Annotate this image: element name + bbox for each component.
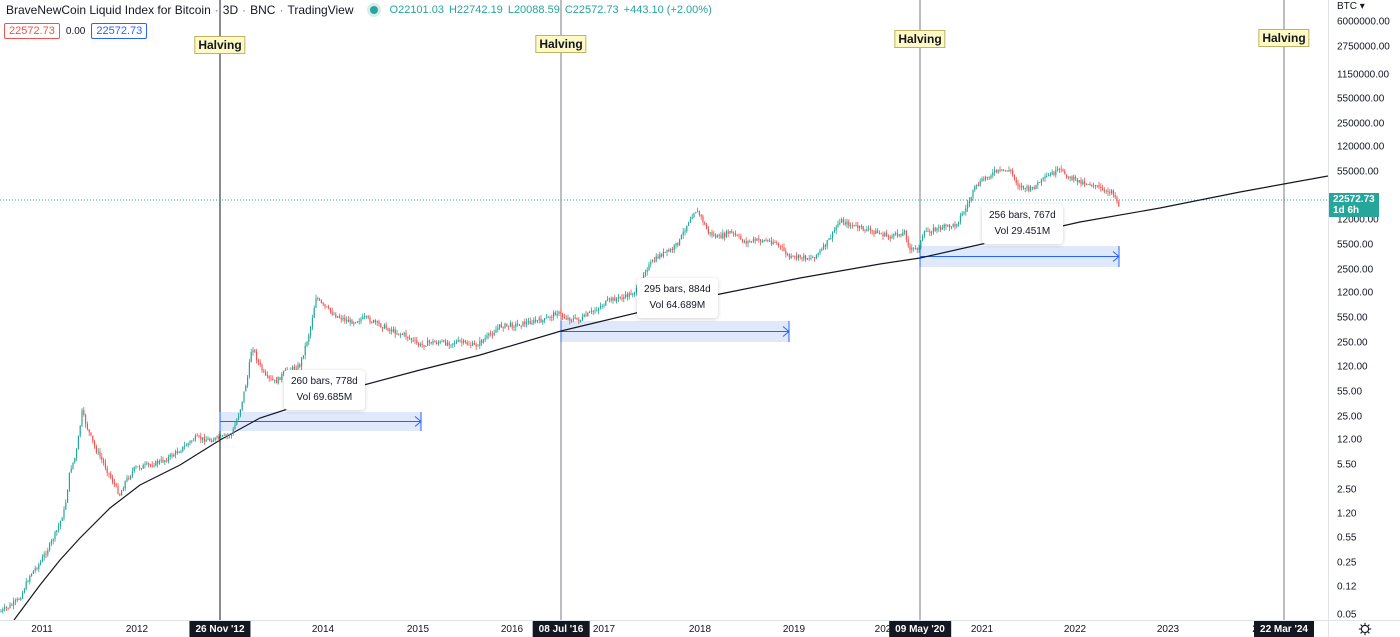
price-tick-label: 0.25 <box>1337 557 1357 569</box>
measure-volume-text: Vol 29.451M <box>994 226 1051 237</box>
price-tick-label: 55000.00 <box>1337 166 1379 178</box>
price-tick-label: 5.50 <box>1337 459 1357 471</box>
time-tick-label: 202 <box>874 624 892 635</box>
price-tick-label: 55.00 <box>1337 386 1363 398</box>
open-value: 22101.03 <box>398 4 444 16</box>
price-tick-label: 2.50 <box>1337 484 1357 496</box>
halving-date-marker: 09 May '20 <box>889 621 951 637</box>
time-axis[interactable]: 2011 2012 2014 2015 2016 2017 2018 2019 202 2021 2… <box>0 620 1328 637</box>
separator: · <box>242 3 247 17</box>
price-tick-label: 1200.00 <box>1337 287 1374 299</box>
chart-legend: BraveNewCoin Liquid Index for Bitcoin · … <box>6 3 712 17</box>
price-tick-label: 2500.00 <box>1337 264 1374 276</box>
ohlc-values: O22101.03 H22742.19 L20088.59 C22572.73 … <box>390 4 712 16</box>
market-open-status-icon <box>369 6 378 14</box>
price-tick-label: 550.00 <box>1337 312 1368 324</box>
symbol-title[interactable]: BraveNewCoin Liquid Index for Bitcoin <box>6 3 211 17</box>
halving-label[interactable]: Halving <box>535 35 587 53</box>
price-tick-label: 2750000.00 <box>1337 41 1390 53</box>
price-tick-label: 120.00 <box>1337 361 1368 373</box>
halving-date-marker: 08 Jul '16 <box>532 621 590 637</box>
last-price-value: 22572.73 <box>1333 194 1375 205</box>
price-tick-label: 120000.00 <box>1337 141 1385 153</box>
chart-settings-button[interactable] <box>1328 620 1400 637</box>
price-tick-label: 6000000.00 <box>1337 16 1390 28</box>
low-value: 20088.59 <box>513 4 560 16</box>
measure-tooltip: 256 bars, 767d Vol 29.451M <box>982 204 1063 244</box>
exchange-label: BNC <box>250 3 276 17</box>
sell-button[interactable]: 22572.73 <box>4 23 60 39</box>
open-label: O <box>389 4 399 16</box>
halving-label[interactable]: Halving <box>1258 29 1310 47</box>
measure-volume-text: Vol 64.689M <box>649 300 706 311</box>
log-regression-curve <box>13 175 1328 620</box>
change-value: +443.10 (+2.00%) <box>623 4 712 16</box>
time-tick-label: 2023 <box>1156 624 1180 635</box>
measure-volume-text: Vol 69.685M <box>296 392 353 403</box>
time-tick-label: 2018 <box>688 624 712 635</box>
candlestick-series[interactable] <box>0 165 1120 614</box>
time-tick-label: 2016 <box>500 624 524 635</box>
halving-date-marker: 22 Mar '24 <box>1254 621 1314 637</box>
price-tick-label: 0.55 <box>1337 532 1357 544</box>
low-label: L <box>507 4 514 16</box>
price-tick-label: 0.12 <box>1337 581 1357 593</box>
interval-label[interactable]: 3D <box>222 3 239 17</box>
halving-label[interactable]: Halving <box>894 30 946 48</box>
buy-button[interactable]: 22572.73 <box>91 23 148 39</box>
price-tick-label: 550000.00 <box>1337 93 1385 105</box>
price-tick-label: 0.05 <box>1337 609 1357 621</box>
time-tick-label: 2014 <box>311 624 335 635</box>
gear-icon <box>1358 622 1371 636</box>
measure-bars-text: 260 bars, 778d <box>291 376 358 387</box>
bar-countdown: 1d 6h <box>1333 205 1360 216</box>
time-tick-label: 2019 <box>782 624 806 635</box>
time-tick-label: 2011 <box>31 624 53 635</box>
measure-tooltip: 295 bars, 884d Vol 64.689M <box>637 278 718 318</box>
price-tick-label: 5500.00 <box>1337 239 1374 251</box>
currency-selector[interactable]: BTC ▾ <box>1337 1 1365 12</box>
price-tick-label: 12.00 <box>1337 434 1363 446</box>
last-price-label: 22572.73 1d 6h <box>1329 193 1379 217</box>
time-tick-label: 2017 <box>592 624 616 635</box>
halving-label[interactable]: Halving <box>194 36 246 54</box>
separator: · <box>214 3 219 17</box>
separator: · <box>279 3 284 17</box>
close-value: 22572.73 <box>572 4 619 16</box>
price-tick-label: 1.20 <box>1337 508 1357 520</box>
time-tick-label: 2022 <box>1063 624 1087 635</box>
time-tick-label: 2015 <box>406 624 430 635</box>
source-label: TradingView <box>287 3 354 17</box>
price-tick-label: 250000.00 <box>1337 118 1385 130</box>
measure-bars-text: 256 bars, 767d <box>989 210 1056 221</box>
trade-buttons: 22572.73 0.00 22572.73 <box>4 23 148 39</box>
price-tick-label: 250.00 <box>1337 337 1368 349</box>
measure-tooltip: 260 bars, 778d Vol 69.685M <box>284 370 365 410</box>
spread-value: 0.00 <box>65 25 86 37</box>
time-tick-label: 2021 <box>970 624 994 635</box>
time-tick-label: 2012 <box>125 624 149 635</box>
price-tick-label: 1150000.00 <box>1337 69 1390 81</box>
high-value: 22742.19 <box>456 4 503 16</box>
close-label: C <box>564 4 573 16</box>
high-label: H <box>448 4 457 16</box>
price-axis[interactable]: BTC ▾ 6000000.00 2750000.00 1150000.00 5500… <box>1328 0 1400 621</box>
price-tick-label: 25.00 <box>1337 411 1363 423</box>
price-tick-label: 12000.00 <box>1337 214 1379 226</box>
measure-bars-text: 295 bars, 884d <box>644 284 711 295</box>
halving-date-marker: 26 Nov '12 <box>189 621 251 637</box>
